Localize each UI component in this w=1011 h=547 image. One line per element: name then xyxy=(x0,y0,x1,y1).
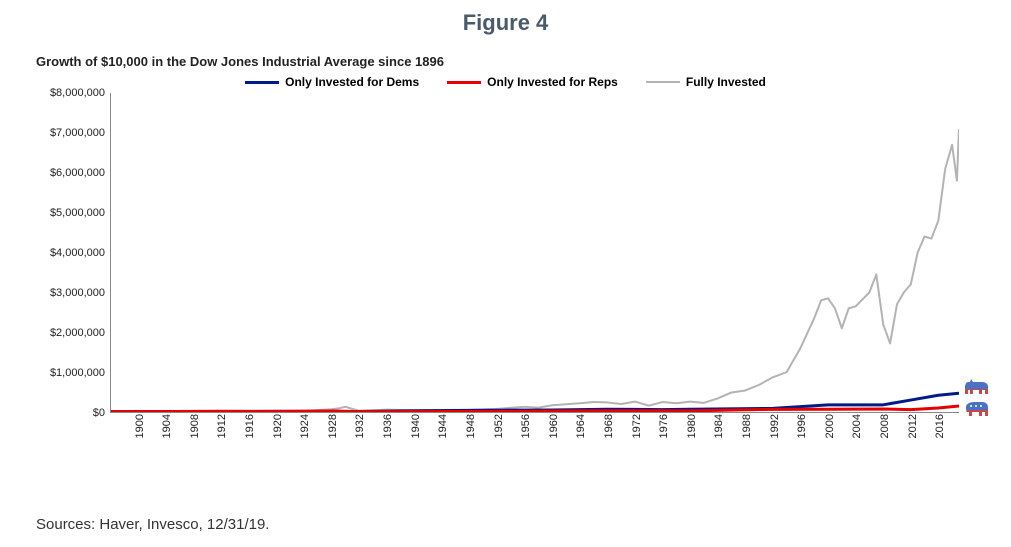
plot-area: $0$1,000,000$2,000,000$3,000,000$4,000,0… xyxy=(110,93,959,413)
legend-label-dems: Only Invested for Dems xyxy=(285,75,419,89)
legend-item-dems: Only Invested for Dems xyxy=(245,75,419,89)
x-tick-label: 1976 xyxy=(658,414,670,438)
x-tick-label: 1984 xyxy=(713,414,725,438)
legend-item-fully: Fully Invested xyxy=(646,75,766,89)
republican-elephant-icon xyxy=(962,398,992,420)
y-tick-label: $6,000,000 xyxy=(50,167,111,179)
x-tick-label: 2000 xyxy=(824,414,836,438)
x-tick-label: 1920 xyxy=(272,414,284,438)
x-tick-label: 1960 xyxy=(548,414,560,438)
y-tick-label: $8,000,000 xyxy=(50,87,111,99)
x-tick-label: 1964 xyxy=(575,414,587,438)
x-tick-label: 1932 xyxy=(354,414,366,438)
sources-text: Sources: Haver, Invesco, 12/31/19. xyxy=(36,516,269,533)
x-tick-label: 1900 xyxy=(134,414,146,438)
x-tick-label: 1912 xyxy=(216,414,228,438)
democrat-donkey-icon xyxy=(962,376,992,398)
y-tick-label: $2,000,000 xyxy=(50,327,111,339)
x-tick-label: 1980 xyxy=(686,414,698,438)
y-tick-label: $1,000,000 xyxy=(50,367,111,379)
x-tick-label: 1956 xyxy=(520,414,532,438)
legend-swatch-fully xyxy=(646,81,680,83)
x-tick-label: 1952 xyxy=(493,414,505,438)
y-tick-label: $3,000,000 xyxy=(50,287,111,299)
x-tick-label: 1948 xyxy=(465,414,477,438)
x-tick-label: 1944 xyxy=(437,414,449,438)
x-tick-label: 2008 xyxy=(879,414,891,438)
x-tick-label: 1916 xyxy=(244,414,256,438)
chart-lines xyxy=(111,93,959,412)
x-tick-label: 2012 xyxy=(907,414,919,438)
series-line xyxy=(111,129,959,412)
x-tick-label: 1924 xyxy=(299,414,311,438)
legend-swatch-dems xyxy=(245,81,279,84)
y-tick-label: $4,000,000 xyxy=(50,247,111,259)
y-tick-label: $0 xyxy=(93,407,111,419)
chart-title: Growth of $10,000 in the Dow Jones Indus… xyxy=(0,54,1011,69)
x-tick-label: 1904 xyxy=(161,414,173,438)
x-tick-label: 1992 xyxy=(769,414,781,438)
x-tick-label: 1972 xyxy=(631,414,643,438)
legend-label-fully: Fully Invested xyxy=(686,75,766,89)
legend-swatch-reps xyxy=(447,81,481,84)
x-tick-label: 1940 xyxy=(410,414,422,438)
x-tick-label: 1988 xyxy=(741,414,753,438)
x-tick-label: 1996 xyxy=(796,414,808,438)
x-tick-label: 2016 xyxy=(934,414,946,438)
x-tick-label: 1908 xyxy=(189,414,201,438)
legend-item-reps: Only Invested for Reps xyxy=(447,75,618,89)
x-tick-label: 2004 xyxy=(851,414,863,438)
legend-label-reps: Only Invested for Reps xyxy=(487,75,618,89)
x-tick-label: 1928 xyxy=(327,414,339,438)
x-tick-label: 1936 xyxy=(382,414,394,438)
legend: Only Invested for Dems Only Invested for… xyxy=(0,69,1011,93)
x-tick-label: 1968 xyxy=(603,414,615,438)
y-tick-label: $7,000,000 xyxy=(50,127,111,139)
figure-title: Figure 4 xyxy=(0,0,1011,54)
y-tick-label: $5,000,000 xyxy=(50,207,111,219)
plot-wrap: $0$1,000,000$2,000,000$3,000,000$4,000,0… xyxy=(36,93,959,413)
